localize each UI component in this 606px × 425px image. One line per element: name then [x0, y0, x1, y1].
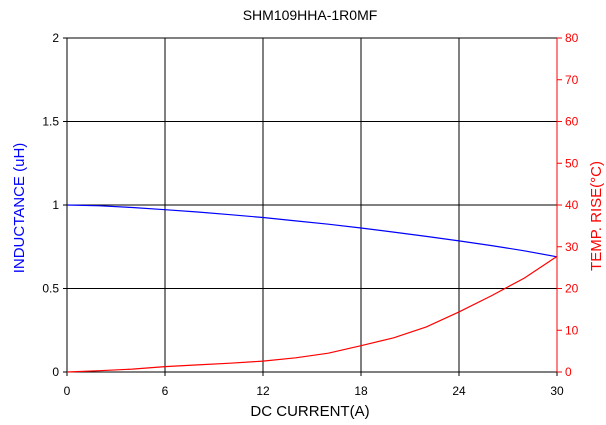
x-tick-label: 0 [64, 384, 71, 398]
temp-rise-line [66, 255, 558, 373]
left-axis-ticks: 0 0.5 1 1.5 2 [42, 31, 67, 379]
x-tick-label: 18 [354, 384, 368, 398]
y2-tick-label: 80 [565, 31, 579, 45]
y2-tick-label: 60 [565, 115, 579, 129]
x-tick-label: 30 [550, 384, 564, 398]
y-tick-label: 0.5 [42, 282, 59, 296]
y2-tick-label: 70 [565, 73, 579, 87]
y2-tick-label: 50 [565, 156, 579, 170]
y-tick-label: 1.5 [42, 115, 59, 129]
right-axis-ticks: 0 10 20 30 40 50 60 70 80 [557, 31, 579, 379]
y-tick-label: 2 [52, 31, 59, 45]
y2-tick-label: 20 [565, 282, 579, 296]
x-tick-label: 6 [162, 384, 169, 398]
y2-tick-label: 10 [565, 323, 579, 337]
grid-lines [67, 38, 557, 372]
y2-tick-label: 30 [565, 240, 579, 254]
y2-tick-label: 0 [565, 365, 572, 379]
x-axis-ticks: 0 6 12 18 24 30 [64, 372, 564, 398]
series-layer [66, 204, 558, 373]
right-axis-label: TEMP. RISE(°C) [588, 161, 605, 271]
y-tick-label: 1 [52, 198, 59, 212]
left-axis-label: INDUCTANCE (uH) [11, 143, 28, 274]
x-tick-label: 24 [452, 384, 466, 398]
chart-title: SHM109HHA-1R0MF [243, 7, 378, 23]
inductance-line [66, 204, 558, 258]
y-tick-label: 0 [52, 365, 59, 379]
x-axis-label: DC CURRENT(A) [250, 403, 369, 420]
y2-tick-label: 40 [565, 198, 579, 212]
x-tick-label: 12 [256, 384, 270, 398]
